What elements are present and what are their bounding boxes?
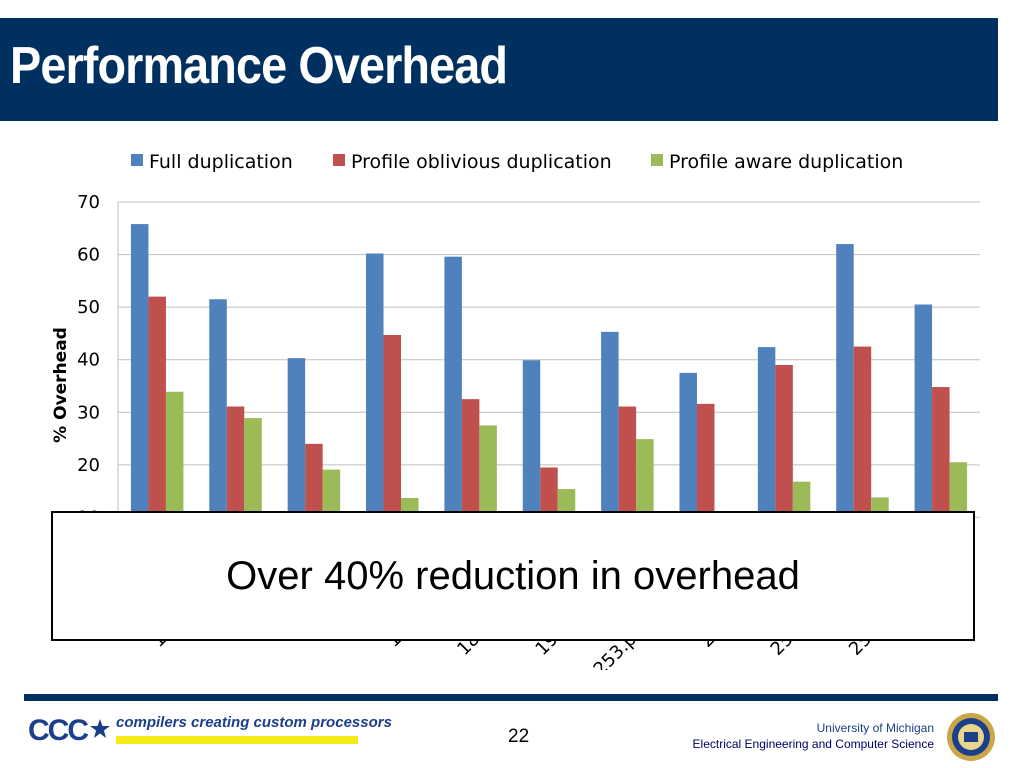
star-icon: [90, 719, 110, 738]
legend-swatch-3: [651, 154, 663, 166]
legend-swatch-1: [131, 154, 143, 166]
y-axis-ticks: 10203040506070: [77, 192, 100, 528]
y-tick-50: 50: [77, 297, 100, 318]
footer-rule: [24, 694, 998, 701]
chart-legend: Full duplication Profile oblivious duplic…: [131, 151, 903, 173]
legend-label-3: Profile aware duplication: [669, 151, 903, 173]
university-block: University of Michigan Electrical Engine…: [693, 720, 934, 752]
callout-text: Over 40% reduction in overhead: [226, 553, 800, 598]
university-seal-icon: [947, 713, 995, 761]
department-name: Electrical Engineering and Computer Scie…: [692, 737, 934, 751]
title-bar: Performance Overhead: [0, 18, 998, 121]
y-tick-60: 60: [77, 245, 100, 266]
university-name: University of Michigan: [816, 721, 934, 735]
tagline-highlight: [116, 736, 358, 744]
y-tick-70: 70: [77, 192, 100, 213]
logo-text: CCC: [28, 714, 89, 747]
tagline: compilers creating custom processors: [116, 714, 392, 731]
slide-title: Performance Overhead: [10, 37, 508, 95]
y-tick-20: 20: [77, 455, 100, 476]
callout-box: Over 40% reduction in overhead: [51, 511, 975, 641]
ccc-logo: CCC: [28, 714, 111, 748]
legend-swatch-2: [333, 154, 345, 166]
page-number: 22: [508, 726, 530, 747]
y-axis-label: % Overhead: [51, 327, 71, 443]
legend-label-2: Profile oblivious duplication: [351, 151, 612, 173]
legend-label-1: Full duplication: [149, 151, 293, 173]
y-tick-30: 30: [77, 402, 100, 423]
y-tick-40: 40: [77, 350, 100, 371]
